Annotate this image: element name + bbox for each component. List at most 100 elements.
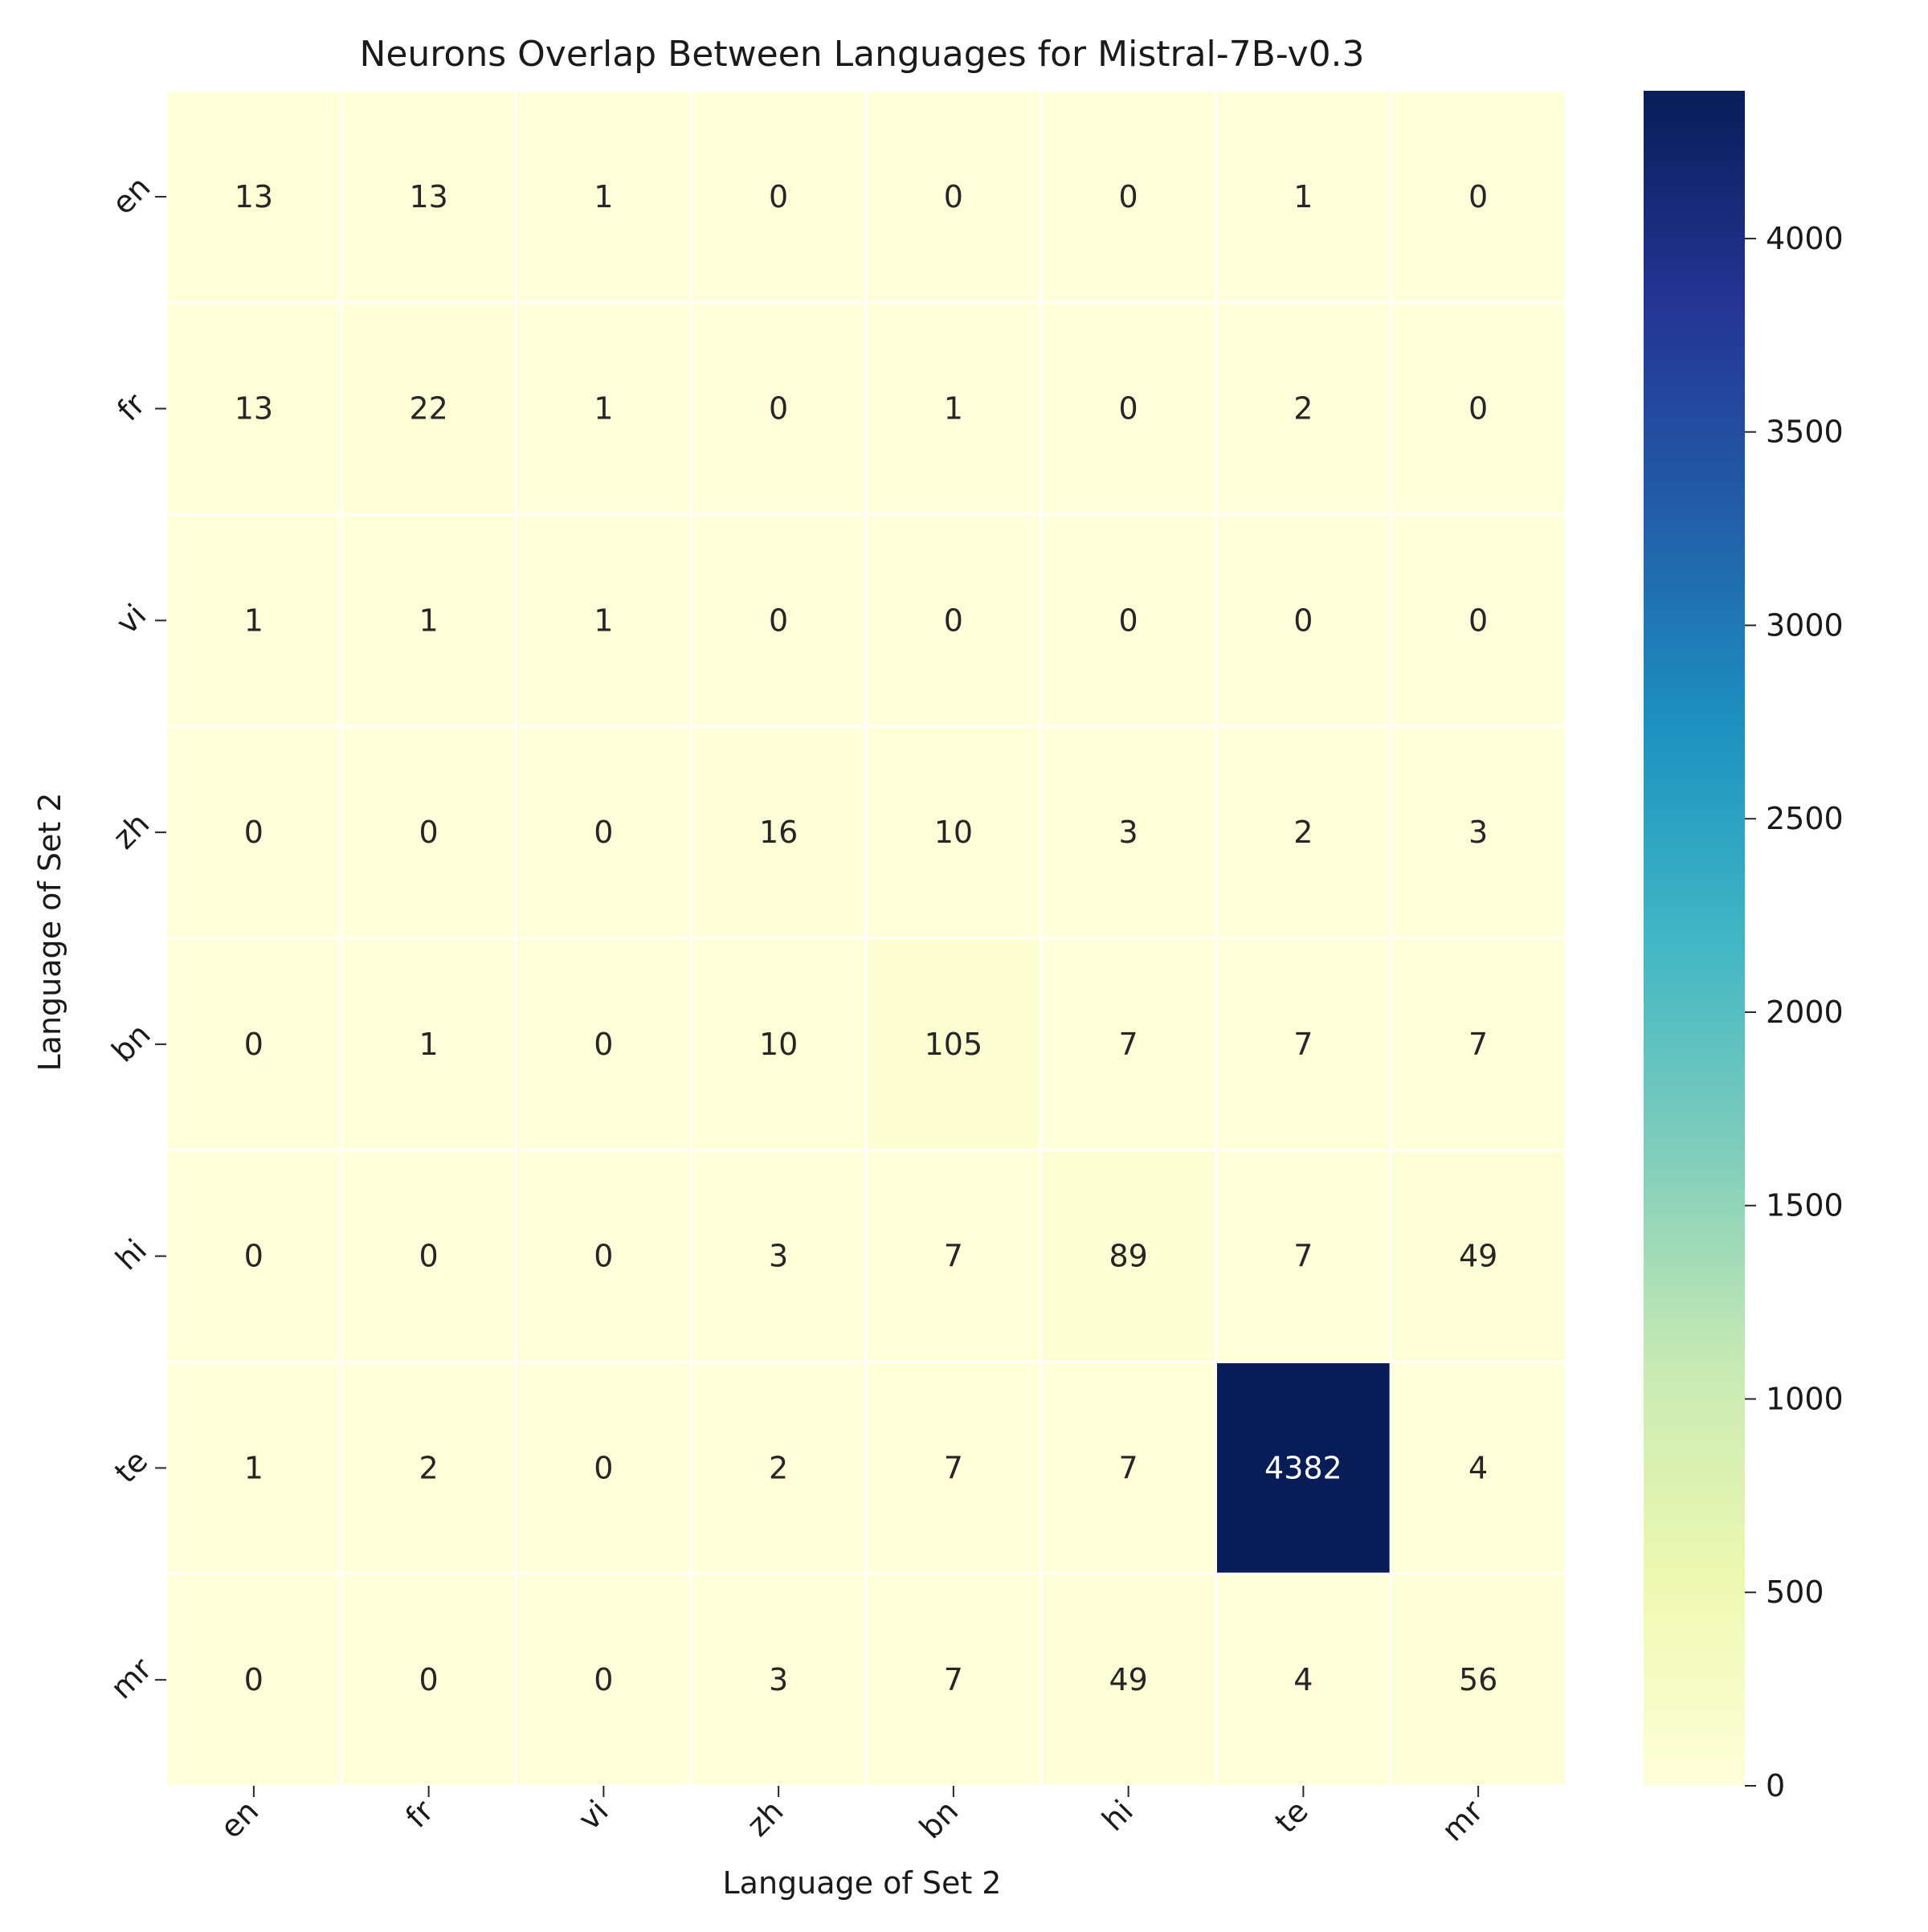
x-tick-label: vi (571, 1793, 615, 1836)
cell-value-label: 1 (419, 602, 439, 638)
colorbar-tick-label: 3000 (1766, 607, 1844, 643)
heatmap-cell-bn-te (1215, 937, 1392, 1152)
colorbar-tick-label: 4000 (1766, 221, 1844, 256)
heatmap-cell-zh-te (1215, 725, 1392, 940)
cell-value-label: 0 (1468, 179, 1488, 214)
heatmap-cell-vi-te (1215, 513, 1392, 728)
cell-value-label: 1 (244, 1450, 263, 1485)
cell-value-label: 2 (1293, 391, 1313, 427)
cell-value-label: 0 (594, 815, 613, 850)
cell-value-labels: 13 13 1 0 0 0 1 013 22 1 0 1 0 2 01 1 1 0 0 0 0 00 0 0 16 10 3 2 30 1… (235, 179, 1498, 1697)
cell-value-label: 0 (244, 1239, 263, 1274)
cell-value-label: 0 (1468, 391, 1488, 427)
heatmap-cell-hi-fr (340, 1149, 517, 1363)
heatmap-cell-bn-vi (515, 937, 692, 1152)
heatmap-cell-hi-bn (864, 1149, 1043, 1363)
y-tick-label: te (108, 1444, 154, 1490)
cell-value-label: 1 (594, 179, 613, 214)
colorbar-tick-label: 2500 (1766, 801, 1844, 836)
heatmap-cell-vi-bn (864, 513, 1043, 728)
heatmap-cell-fr-mr (1389, 301, 1567, 516)
y-tick-label: hi (108, 1232, 153, 1277)
cell-value-label: 1 (594, 602, 613, 638)
cell-value-label: 3 (1468, 815, 1488, 850)
cell-value-label: 0 (594, 1239, 613, 1274)
y-tick-label: vi (109, 597, 153, 640)
x-tick-label: mr (1435, 1793, 1490, 1848)
heatmap-cell-vi-fr (340, 513, 517, 728)
heatmap-cell-zh-bn (864, 725, 1043, 940)
heatmap-cell-bn-zh (689, 937, 868, 1152)
heatmap-cell-zh-zh (689, 725, 868, 940)
colorbar-ticks: 0 500 1000 1500 2000 2500 3000 3500 4000 (1745, 221, 1844, 1803)
y-tick-label: bn (105, 1017, 157, 1069)
cell-value-label: 7 (1119, 1450, 1138, 1485)
cell-value-label: 49 (1459, 1239, 1497, 1274)
heatmap-cell-vi-zh (689, 513, 868, 728)
cell-value-label: 4 (1293, 1662, 1313, 1697)
heatmap-cell-mr-bn (864, 1572, 1043, 1787)
cell-value-label: 1 (594, 391, 613, 427)
cell-value-label: 7 (1468, 1027, 1488, 1062)
heatmap-cell-en-bn (864, 89, 1043, 304)
heatmap-cells (165, 89, 1567, 1787)
heatmap-cell-fr-hi (1040, 301, 1217, 516)
colorbar-tick-label: 2000 (1766, 995, 1844, 1030)
y-axis-ticks: en fr vi zh bn hi te mr (104, 170, 166, 1706)
y-tick-label: en (105, 170, 157, 222)
cell-value-label: 0 (594, 1450, 613, 1485)
heatmap-cell-vi-mr (1389, 513, 1567, 728)
heatmap-cell-mr-vi (515, 1572, 692, 1787)
y-tick-label: mr (104, 1651, 159, 1706)
heatmap-cell-fr-bn (864, 301, 1043, 516)
cell-value-label: 10 (759, 1027, 798, 1062)
cell-value-label: 0 (1119, 391, 1138, 427)
heatmap-cell-vi-vi (515, 513, 692, 728)
heatmap-cell-te-hi (1040, 1361, 1217, 1575)
cell-value-label: 49 (1109, 1662, 1147, 1697)
cell-value-label: 13 (409, 179, 447, 214)
cell-value-label: 0 (944, 602, 963, 638)
heatmap-cell-en-zh (689, 89, 868, 304)
heatmap-cell-fr-zh (689, 301, 868, 516)
cell-value-label: 0 (1119, 179, 1138, 214)
y-axis-label: Language of Set 2 (32, 793, 67, 1072)
cell-value-label: 0 (769, 602, 788, 638)
y-tick-label: zh (106, 806, 156, 856)
heatmap-cell-te-mr (1389, 1361, 1567, 1575)
cell-value-label: 7 (1293, 1027, 1313, 1062)
cell-value-label: 0 (419, 1239, 439, 1274)
x-axis-ticks: en fr vi zh bn hi te mr (214, 1786, 1490, 1848)
cell-value-label: 7 (944, 1450, 963, 1485)
y-tick-label: fr (110, 386, 152, 428)
cell-value-label: 2 (419, 1450, 439, 1485)
cell-value-label: 3 (769, 1662, 788, 1697)
heatmap-cell-zh-vi (515, 725, 692, 940)
x-tick-label: hi (1095, 1793, 1140, 1838)
heatmap-cell-en-en (165, 89, 343, 304)
colorbar-tick-label: 500 (1766, 1575, 1824, 1610)
heatmap-cell-bn-bn (864, 937, 1043, 1152)
cell-value-label: 0 (244, 1662, 263, 1697)
heatmap-cell-vi-hi (1040, 513, 1217, 728)
cell-value-label: 4382 (1264, 1450, 1342, 1485)
colorbar (1644, 91, 1745, 1786)
heatmap-cell-mr-mr (1389, 1572, 1567, 1787)
cell-value-label: 0 (419, 1662, 439, 1697)
heatmap-cell-te-vi (515, 1361, 692, 1575)
heatmap-cell-en-hi (1040, 89, 1217, 304)
colorbar-tick-label: 1000 (1766, 1381, 1844, 1416)
heatmap-cell-hi-mr (1389, 1149, 1567, 1363)
heatmap-cell-en-mr (1389, 89, 1567, 304)
x-tick-label: fr (398, 1793, 440, 1835)
cell-value-label: 1 (244, 602, 263, 638)
heatmap-cell-bn-hi (1040, 937, 1217, 1152)
cell-value-label: 0 (1119, 602, 1138, 638)
cell-value-label: 1 (419, 1027, 439, 1062)
cell-value-label: 22 (409, 391, 447, 427)
cell-value-label: 0 (594, 1662, 613, 1697)
x-tick-label: zh (740, 1793, 790, 1843)
cell-value-label: 0 (769, 391, 788, 427)
cell-value-label: 0 (419, 815, 439, 850)
heatmap-cell-te-en (165, 1361, 343, 1575)
